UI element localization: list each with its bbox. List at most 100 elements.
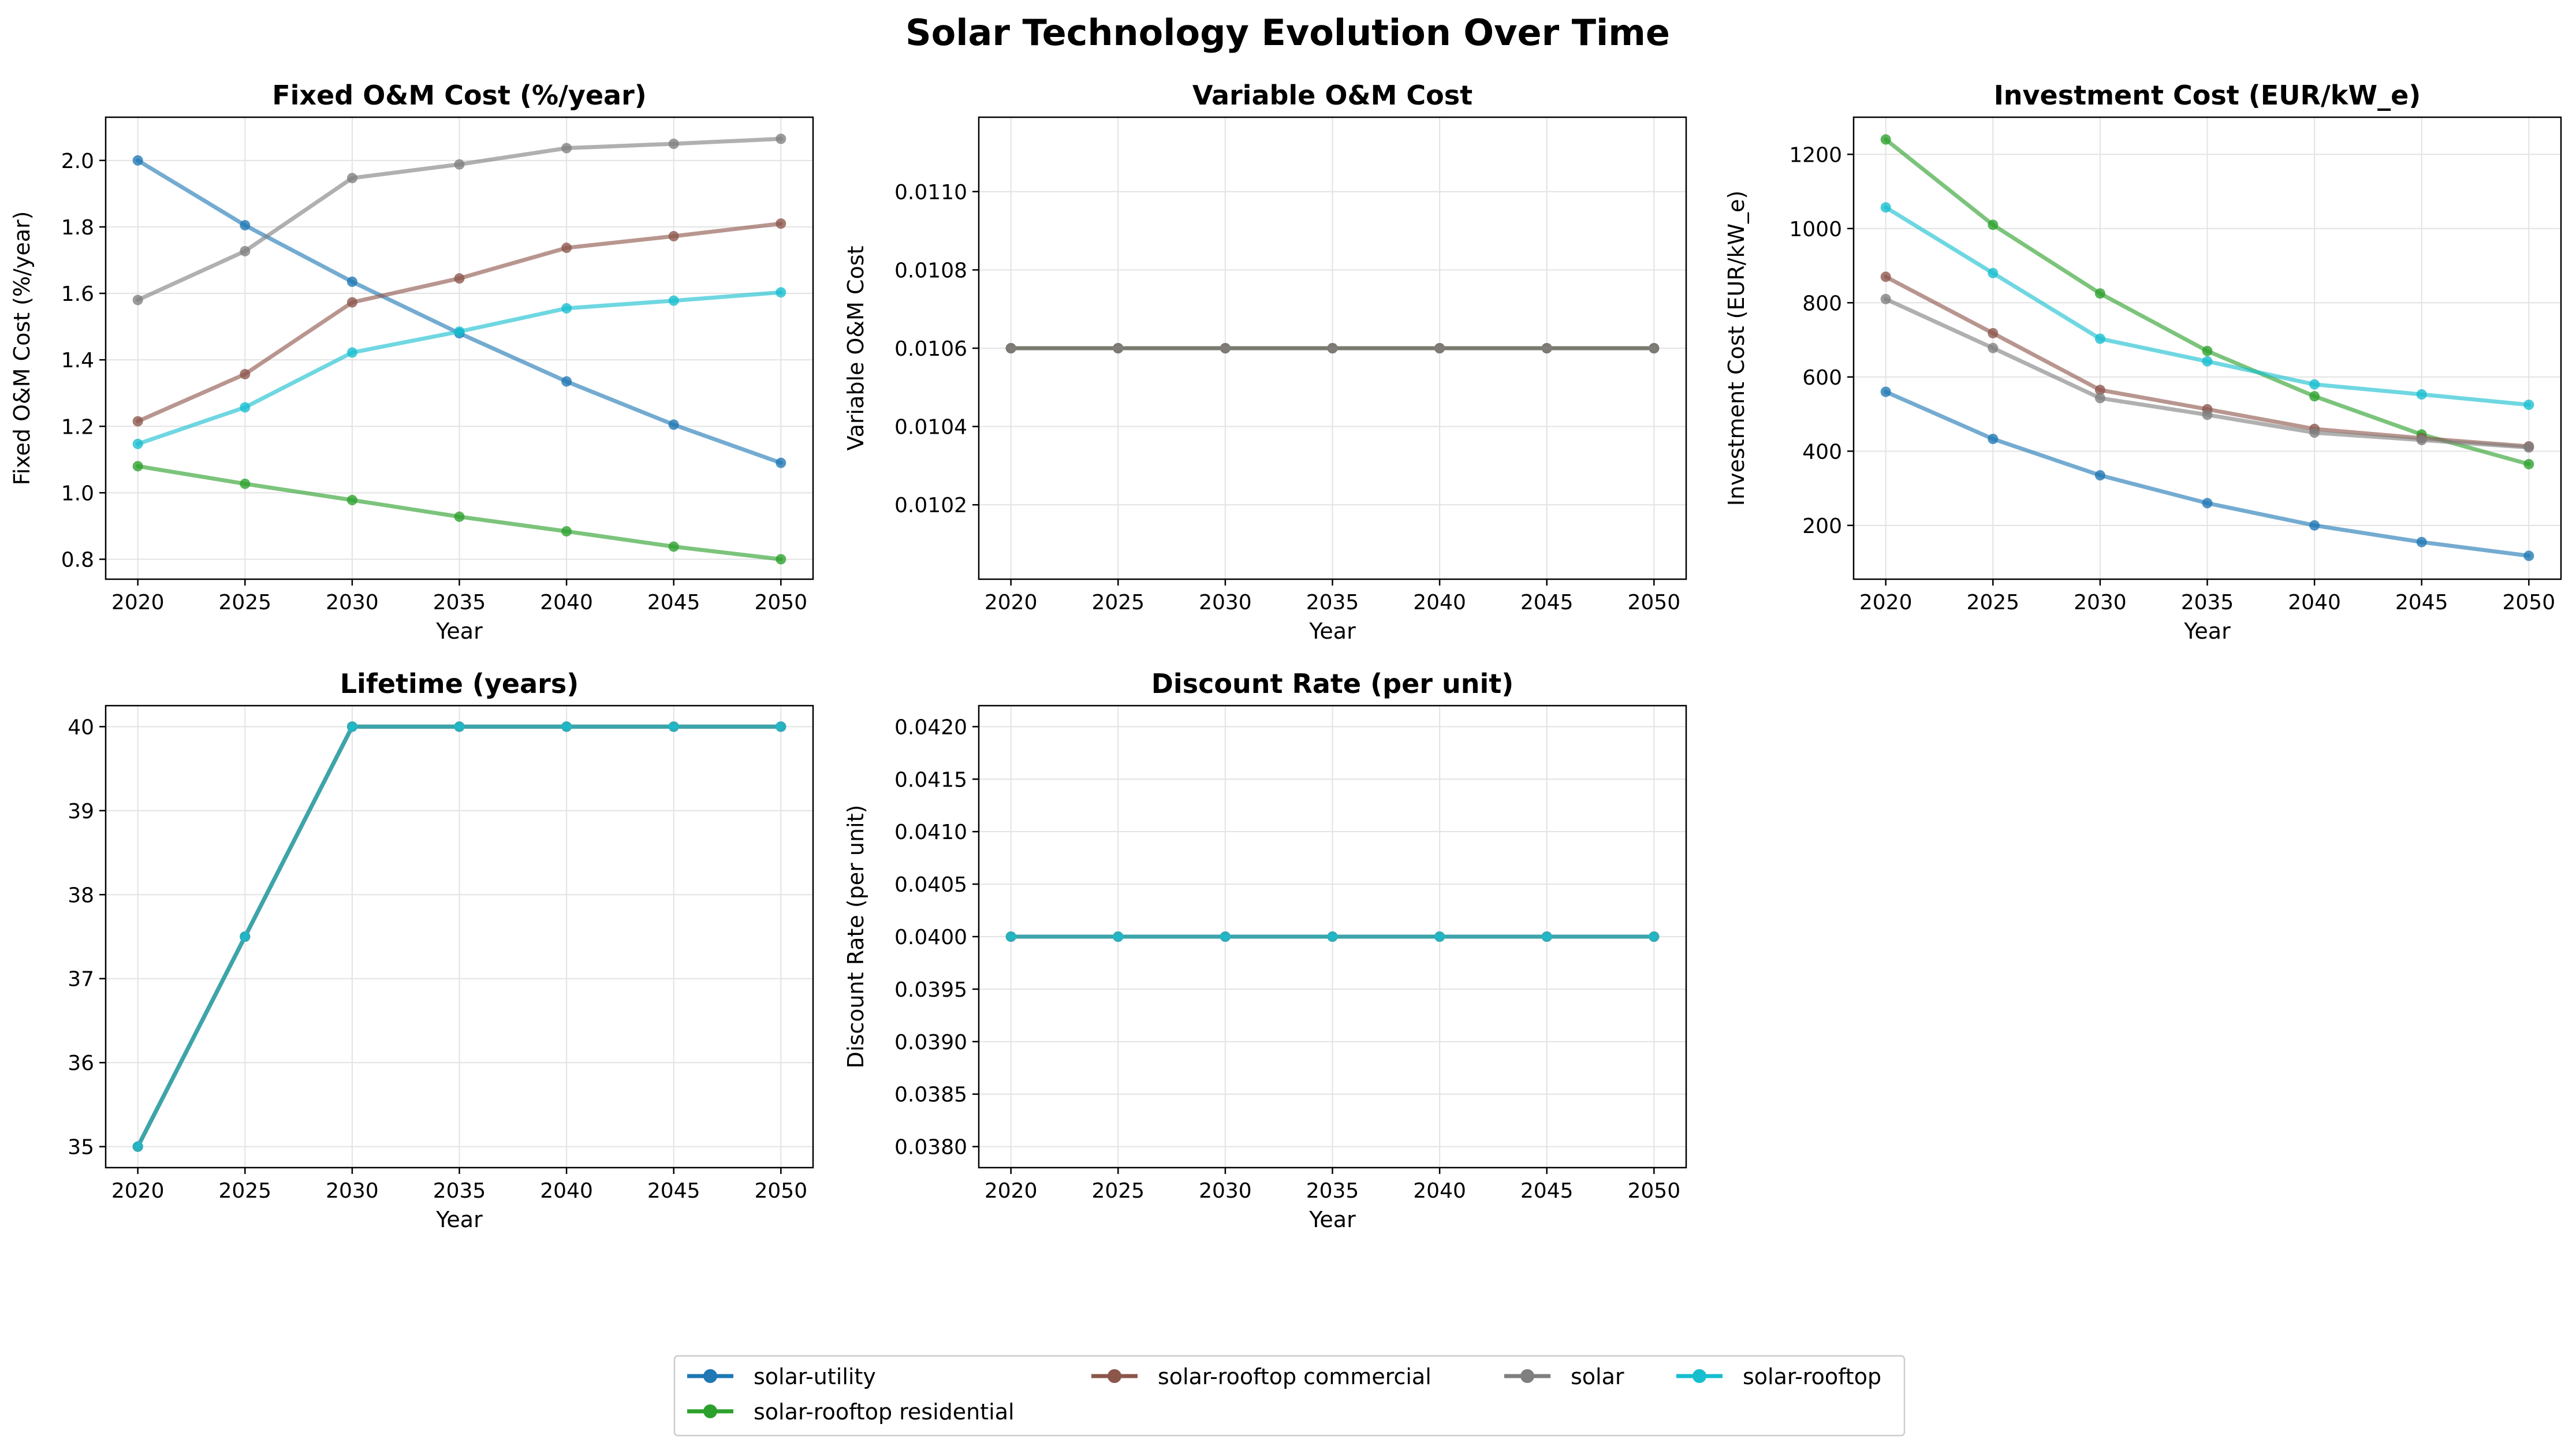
y-tick-label: 0.0410 (894, 821, 967, 844)
data-point-solar-rooftop-commercial (346, 297, 357, 308)
x-tick-label: 2045 (1520, 1179, 1574, 1203)
y-tick-label: 0.0108 (894, 259, 967, 282)
x-tick-label: 2035 (433, 591, 486, 614)
data-point-solar (1113, 343, 1124, 353)
x-tick-label: 2020 (1859, 591, 1913, 614)
data-point-solar-rooftop (2309, 379, 2320, 390)
data-point-solar-utility (2202, 498, 2213, 509)
x-tick-label: 2035 (2181, 591, 2234, 614)
y-tick-label: 38 (68, 884, 94, 907)
x-tick-label: 2035 (433, 1179, 486, 1203)
y-tick-label: 200 (1802, 515, 1842, 538)
x-tick-label: 2040 (1413, 591, 1466, 614)
data-point-solar (668, 139, 679, 150)
legend-entry-solar-rooftop: solar-rooftop (1676, 1364, 1881, 1389)
data-point-solar-utility (346, 276, 357, 287)
x-tick-label: 2025 (1091, 591, 1145, 614)
x-tick-label: 2050 (1628, 1179, 1681, 1203)
data-point-solar-rooftop (1220, 931, 1231, 942)
panel-3: 2020 2025 2030 2035 2040 2045 2050 200 400 600 800… (1724, 80, 2562, 644)
data-point-solar (1880, 293, 1891, 304)
data-point-solar-rooftop (454, 326, 465, 337)
data-point-solar (1005, 343, 1016, 353)
data-point-solar-rooftop (2202, 356, 2213, 367)
y-tick-label: 0.0395 (894, 978, 967, 1002)
data-point-solar-rooftop-residential (668, 541, 679, 552)
data-point-solar-utility (2094, 470, 2105, 481)
y-tick-label: 35 (68, 1136, 94, 1160)
data-point-solar-rooftop (2416, 389, 2427, 400)
y-tick-label: 1.2 (61, 415, 94, 439)
data-point-solar-rooftop-commercial (454, 273, 465, 284)
data-point-solar (1220, 343, 1231, 353)
data-point-solar-rooftop (776, 287, 786, 298)
y-tick-label: 0.0385 (894, 1083, 967, 1107)
y-tick-label: 40 (68, 715, 94, 739)
data-point-solar (1434, 343, 1445, 353)
data-point-solar-rooftop (1880, 202, 1891, 213)
x-tick-label: 2025 (218, 591, 271, 614)
x-tick-label: 2045 (647, 591, 700, 614)
data-point-solar-rooftop-residential (561, 526, 572, 537)
data-point-solar-rooftop-residential (776, 554, 786, 565)
data-point-solar (1541, 343, 1552, 353)
data-point-solar-rooftop-commercial (1880, 271, 1891, 282)
legend-entry-solar: solar (1504, 1364, 1624, 1389)
y-tick-label: 1.0 (61, 482, 94, 505)
legend: solar-utility solar-rooftop residential so… (673, 1355, 1906, 1437)
data-point-solar-rooftop-residential (1880, 134, 1891, 145)
legend-swatch-marker (703, 1404, 717, 1418)
y-tick-label: 0.0380 (894, 1136, 967, 1160)
data-point-solar-rooftop-residential (1988, 219, 1999, 230)
data-point-solar-rooftop-residential (240, 478, 251, 489)
data-point-solar-rooftop-commercial (776, 218, 786, 229)
x-tick-label: 2035 (1306, 591, 1359, 614)
data-point-solar-utility (132, 155, 143, 166)
data-point-solar-rooftop (1005, 931, 1016, 942)
x-tick-label: 2045 (2395, 591, 2448, 614)
data-point-solar (561, 143, 572, 154)
y-axis-label: Variable O&M Cost (843, 246, 868, 451)
data-point-solar-rooftop-commercial (2094, 385, 2105, 396)
y-tick-label: 600 (1802, 366, 1842, 390)
y-tick-label: 1.8 (61, 216, 94, 240)
y-tick-label: 37 (68, 968, 94, 991)
data-point-solar-rooftop (132, 438, 143, 449)
x-tick-label: 2020 (111, 591, 165, 614)
data-point-solar-utility (668, 419, 679, 430)
data-point-solar-rooftop (668, 295, 679, 306)
y-tick-label: 0.0420 (894, 715, 967, 739)
y-tick-label: 39 (68, 800, 94, 823)
data-point-solar-rooftop-residential (132, 461, 143, 472)
legend-label: solar-rooftop commercial (1158, 1364, 1431, 1389)
x-axis-label: Year (2183, 618, 2231, 644)
y-tick-label: 1.6 (61, 282, 94, 306)
data-point-solar-rooftop-commercial (1988, 327, 1999, 338)
y-axis-label: Discount Rate (per unit) (843, 805, 868, 1069)
x-tick-label: 2040 (540, 1179, 593, 1203)
y-tick-label: 1.4 (61, 349, 94, 372)
data-point-solar (1649, 343, 1660, 353)
y-tick-label: 36 (68, 1052, 94, 1075)
legend-label: solar-rooftop residential (754, 1399, 1015, 1425)
y-tick-label: 0.0415 (894, 768, 967, 792)
legend-frame (673, 1355, 1906, 1437)
data-point-solar-rooftop (2094, 333, 2105, 344)
data-point-solar-utility (2416, 536, 2427, 547)
panel-2: 2020 2025 2030 2035 2040 2045 2050 0.0102 0.0104… (843, 80, 1687, 644)
y-axis-label: Investment Cost (EUR/kW_e) (1724, 191, 1749, 506)
x-tick-label: 2030 (326, 591, 379, 614)
x-tick-label: 2050 (2503, 591, 2556, 614)
data-point-solar-rooftop-residential (2523, 459, 2534, 469)
data-point-solar (2523, 442, 2534, 453)
figure-title: Solar Technology Evolution Over Time (905, 12, 1670, 54)
data-point-solar-rooftop-commercial (668, 231, 679, 242)
x-tick-label: 2040 (1413, 1179, 1466, 1203)
legend-label: solar (1571, 1364, 1624, 1389)
data-point-solar-rooftop (240, 402, 251, 413)
x-tick-label: 2050 (755, 591, 808, 614)
data-point-solar-rooftop-residential (454, 511, 465, 522)
x-tick-label: 2020 (985, 591, 1038, 614)
x-tick-label: 2020 (111, 1179, 165, 1203)
